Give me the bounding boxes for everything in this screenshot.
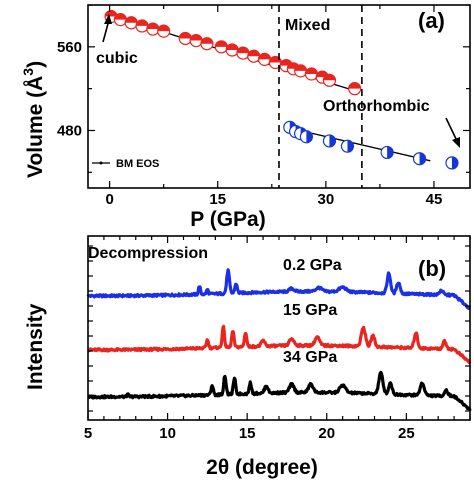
x-tick-label-b: 20 (318, 425, 335, 442)
cubic-point (304, 67, 319, 81)
orthorhombic-point (412, 152, 427, 166)
panel-a-ticks (88, 4, 470, 188)
series-label-0-2-gpa: 0.2 GPa (283, 257, 342, 274)
bm-eos-fits (109, 14, 431, 162)
y-axis-title-close: ) (24, 61, 47, 68)
panel-a: 0 15 30 45 480 560 (a) Mixed cubic Orthorhomb… (20, 4, 471, 231)
x-tick-label-b: 15 (239, 425, 256, 442)
cubic-point (214, 40, 228, 54)
x-tick-label-b: 25 (398, 425, 415, 442)
orthorhombic-arrow (445, 117, 458, 142)
decompression-title: Decompression (88, 245, 208, 262)
cubic-point (294, 64, 308, 78)
y-tick-label: 480 (57, 122, 82, 139)
cubic-point (189, 33, 203, 48)
orthorhombic-point (380, 145, 394, 160)
xrd-pattern-0 (86, 268, 472, 310)
panel-b-tick-labels: 5 10 15 20 25 (84, 425, 415, 442)
legend-marker (99, 161, 103, 165)
x-tick-label: 30 (318, 191, 335, 208)
legend-label: BM EOS (116, 158, 159, 170)
series-label-34-gpa: 34 GPa (283, 349, 337, 366)
orthorhombic-arrowhead (452, 137, 460, 148)
panel-b-y-axis-title: Intensity (24, 303, 47, 390)
panel-a-y-axis-title: Volume (Å3) (20, 61, 47, 178)
cubic-point (178, 31, 192, 46)
cubic-point (348, 82, 362, 96)
xrd-patterns (86, 268, 472, 412)
cubic-point (322, 73, 337, 87)
orthorhombic-point (340, 139, 355, 153)
cubic-label: cubic (96, 50, 138, 67)
cubic-arrowhead (104, 14, 112, 24)
x-tick-label-b: 5 (84, 425, 92, 442)
cubic-point (146, 22, 160, 36)
cubic-point (247, 49, 261, 63)
y-axis-title-exp: 3 (20, 68, 36, 76)
x-tick-label: 0 (105, 191, 113, 208)
orthorhombic-point (322, 134, 337, 148)
y-axis-title-main: Volume ( (24, 91, 47, 178)
panel-a-label: (a) (418, 8, 445, 33)
orthorhombic-label: Orthorhombic (323, 98, 430, 115)
cubic-point (135, 19, 149, 33)
panel-a-tick-labels: 0 15 30 45 480 560 (57, 39, 442, 208)
panel-b-x-axis-title: 2θ (degree) (206, 456, 318, 479)
cubic-point (200, 37, 214, 51)
xrd-pattern-2 (87, 370, 472, 412)
cubic-point (113, 13, 128, 27)
y-tick-label: 560 (57, 39, 82, 56)
panel-b: 5 10 15 20 25 (b) Decompression 0.2 GPa 15 G… (24, 235, 472, 479)
mixed-region-label: Mixed (285, 17, 330, 34)
x-tick-label: 15 (209, 191, 226, 208)
orthorhombic-point (445, 156, 459, 170)
series-label-15-gpa: 15 GPa (283, 302, 337, 319)
cubic-point (157, 24, 171, 38)
panel-b-label: (b) (418, 256, 446, 281)
x-tick-label-b: 10 (159, 425, 176, 442)
y-axis-title-unit: Å (23, 76, 47, 91)
cubic-point (225, 43, 239, 57)
panel-a-frame (87, 4, 471, 189)
orthorhombic-point (299, 130, 313, 144)
volume-points (104, 9, 459, 170)
x-tick-label: 45 (426, 191, 443, 208)
cubic-point (257, 52, 272, 66)
cubic-point (124, 16, 138, 30)
cubic-point (236, 46, 250, 60)
panel-a-x-axis-title: P (GPa) (190, 208, 265, 231)
xrd-pattern-1 (87, 324, 472, 365)
panel-b-ticks (87, 236, 471, 420)
